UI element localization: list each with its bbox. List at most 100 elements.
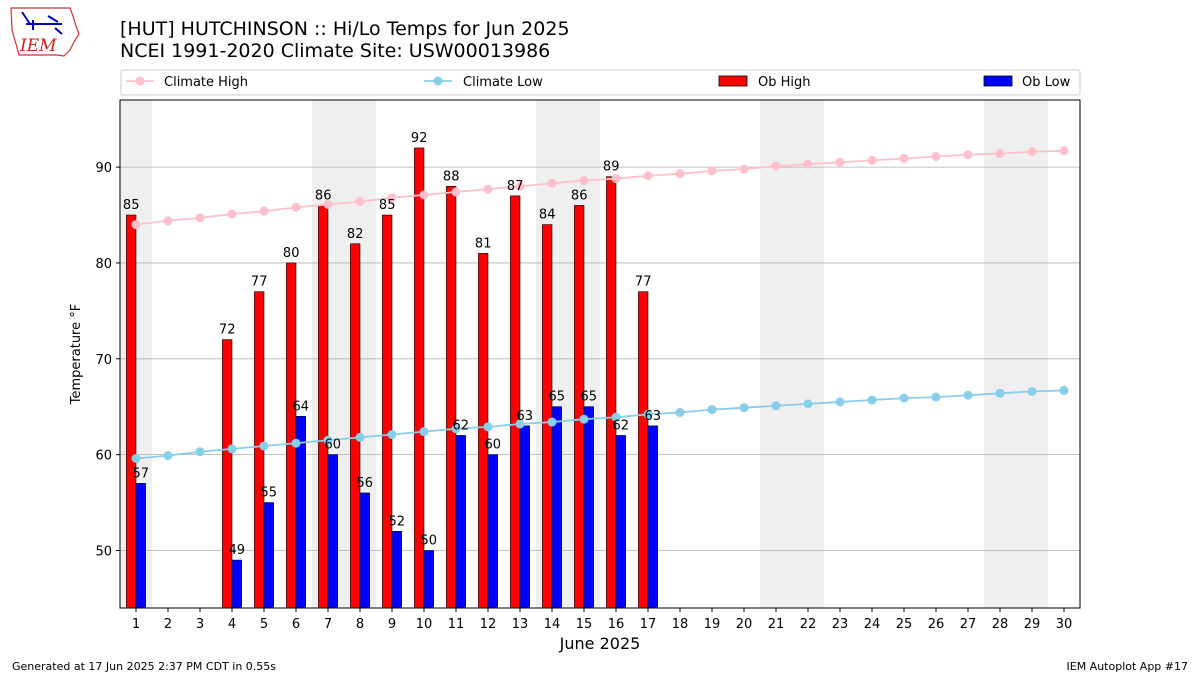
ob-low-bar-day-4 xyxy=(231,559,242,609)
climate-low-point-day-8 xyxy=(355,432,365,442)
ob-low-label-day-14: 65 xyxy=(549,390,566,405)
legend-label-climate-low: Climate Low xyxy=(463,75,543,90)
ob-high-label-day-9: 85 xyxy=(379,198,396,213)
legend-label-ob-low: Ob Low xyxy=(1022,75,1071,90)
ob-low-label-day-16: 62 xyxy=(613,418,630,433)
legend-item-ob-high: Ob High xyxy=(718,75,811,90)
ob-low-label-day-7: 60 xyxy=(325,438,342,453)
ob-low-bar-day-5 xyxy=(263,502,274,609)
climate-low-point-day-25 xyxy=(899,393,909,403)
legend: Climate High Climate Low Ob High Ob Low xyxy=(120,69,1081,96)
x-tick-label-18: 18 xyxy=(672,617,689,632)
climate-low-line xyxy=(135,389,1065,460)
climate-high-point-day-15 xyxy=(579,176,589,186)
ob-low-label-day-12: 60 xyxy=(485,438,502,453)
ob-high-bar-day-13 xyxy=(510,195,521,609)
legend-frame xyxy=(120,69,1081,96)
ob-high-label-day-6: 80 xyxy=(283,246,300,261)
legend-marker-climate-high xyxy=(135,76,145,86)
ob-high-label-day-14: 84 xyxy=(539,208,556,223)
x-tick-label-5: 5 xyxy=(260,617,268,632)
bar-value-labels: 85 72 77 80 86 82 85 92 88 81 87 84 86 89 77 57 49 55 64 60… xyxy=(123,131,661,558)
ob-high-bar-day-1 xyxy=(126,214,137,609)
ob-low-bar-day-13 xyxy=(519,425,530,609)
legend-swatch-ob-high xyxy=(718,75,748,87)
x-tick-label-10: 10 xyxy=(416,617,433,632)
ob-low-bar-day-17 xyxy=(647,425,658,609)
climate-high-point-day-22 xyxy=(803,159,813,169)
ob-high-bar-day-14 xyxy=(542,224,553,609)
climate-high-point-day-10 xyxy=(419,190,429,200)
climate-high-point-day-8 xyxy=(355,197,365,207)
x-tick-label-26: 26 xyxy=(928,617,945,632)
climate-high-point-day-3 xyxy=(195,213,205,223)
climate-low-point-day-20 xyxy=(739,403,749,413)
x-tick-label-27: 27 xyxy=(960,617,977,632)
ob-high-label-day-4: 72 xyxy=(219,323,236,338)
x-tick-label-25: 25 xyxy=(896,617,913,632)
ob-high-label-day-12: 81 xyxy=(475,236,492,251)
weekend-shade-day-22 xyxy=(792,100,824,608)
y-tick-label-60: 60 xyxy=(95,449,112,464)
ob-low-label-day-9: 52 xyxy=(389,514,406,529)
legend-label-climate-high: Climate High xyxy=(164,75,248,90)
climate-high-point-day-20 xyxy=(739,164,749,174)
climate-high-point-day-5 xyxy=(259,206,269,216)
climate-high-point-day-25 xyxy=(899,153,909,163)
x-tick-label-9: 9 xyxy=(388,617,396,632)
climate-high-point-day-9 xyxy=(387,193,397,203)
ob-high-label-day-10: 92 xyxy=(411,131,428,146)
climate-high-point-day-11 xyxy=(451,187,461,197)
x-tick-label-3: 3 xyxy=(196,617,204,632)
climate-high-point-day-21 xyxy=(771,161,781,171)
x-axis-label: June 2025 xyxy=(559,634,641,653)
ob-low-bar-day-11 xyxy=(455,435,466,609)
iem-logo[interactable]: IEM xyxy=(10,7,80,57)
x-tick-label-30: 30 xyxy=(1056,617,1073,632)
climate-high-line xyxy=(135,149,1065,226)
y-tick-label-80: 80 xyxy=(95,257,112,272)
ob-high-bar-day-11 xyxy=(446,185,457,609)
y-axis-ticks: 50 60 70 80 90 xyxy=(95,161,120,559)
legend-item-climate-high: Climate High xyxy=(126,75,248,90)
climate-high-point-day-2 xyxy=(163,216,173,226)
climate-high-point-day-24 xyxy=(867,155,877,165)
x-tick-label-6: 6 xyxy=(292,617,300,632)
x-tick-label-2: 2 xyxy=(164,617,172,632)
y-axis-label: Temperature °F xyxy=(69,304,84,405)
ob-low-label-day-10: 50 xyxy=(421,533,438,548)
ob-low-bar-day-7 xyxy=(327,454,338,609)
logo-text: IEM xyxy=(19,36,57,56)
climate-high-point-day-26 xyxy=(931,152,941,162)
climate-low-point-day-17 xyxy=(643,409,653,419)
ob-high-label-day-13: 87 xyxy=(507,179,524,194)
ob-high-label-day-16: 89 xyxy=(603,160,620,175)
ob-low-label-day-13: 63 xyxy=(517,409,534,424)
climate-low-point-day-10 xyxy=(419,427,429,437)
x-tick-label-11: 11 xyxy=(448,617,465,632)
climate-low-point-day-12 xyxy=(483,422,493,432)
x-tick-label-19: 19 xyxy=(704,617,721,632)
ob-low-bar-day-15 xyxy=(583,406,594,609)
climate-high-point-day-17 xyxy=(643,171,653,181)
climate-low-point-day-11 xyxy=(451,424,461,434)
legend-item-climate-low: Climate Low xyxy=(424,75,543,90)
x-tick-label-1: 1 xyxy=(132,617,140,632)
climate-low-point-day-28 xyxy=(995,388,1005,398)
x-axis-ticks: 1 2 3 4 5 6 7 8 9 10 11 12 13 14 15 16 17 18 19 20 21 22 23 24 2… xyxy=(132,608,1072,632)
climate-low-point-day-1 xyxy=(131,453,141,463)
x-tick-label-21: 21 xyxy=(768,617,785,632)
plot-area-frame xyxy=(119,99,1081,609)
y-tick-label-50: 50 xyxy=(95,544,112,559)
climate-high-point-day-12 xyxy=(483,184,493,194)
bars xyxy=(126,147,658,609)
x-tick-label-4: 4 xyxy=(228,617,236,632)
climate-high-point-day-16 xyxy=(611,174,621,184)
climate-high-point-day-23 xyxy=(835,157,845,167)
ob-high-label-day-5: 77 xyxy=(251,275,268,290)
ob-high-bar-day-17 xyxy=(638,291,649,609)
footer-app-text: IEM Autoplot App #17 xyxy=(1067,660,1189,673)
ob-high-label-day-15: 86 xyxy=(571,188,588,203)
weather-station-icon xyxy=(21,11,63,35)
